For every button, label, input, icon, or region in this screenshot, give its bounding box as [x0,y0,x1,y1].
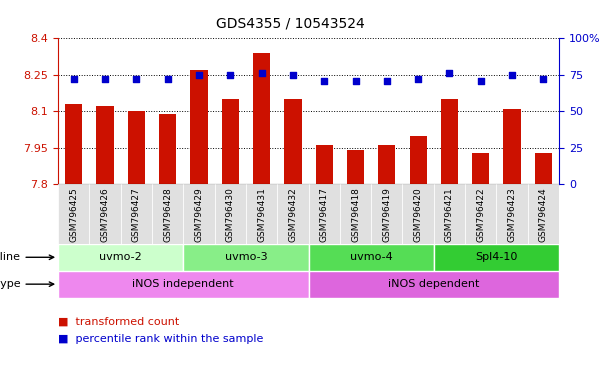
Bar [409,136,426,184]
Point [507,72,517,78]
Text: GSM796420: GSM796420 [414,187,423,242]
Text: GSM796427: GSM796427 [132,187,141,242]
Bar [316,146,333,184]
Bar [128,111,145,184]
Point [413,76,423,82]
Bar [159,114,176,184]
Text: GSM796422: GSM796422 [477,187,485,242]
Point [351,78,360,84]
Bar [253,53,270,184]
Bar [347,150,364,184]
Text: ■  transformed count: ■ transformed count [58,316,179,326]
Bar [309,271,559,298]
Bar [528,184,559,244]
Bar [65,104,82,184]
Text: uvmo-2: uvmo-2 [100,252,142,262]
Text: GSM796421: GSM796421 [445,187,454,242]
Point [194,72,204,78]
Bar [214,184,246,244]
Bar [378,146,395,184]
Text: GSM796431: GSM796431 [257,187,266,242]
Point [100,76,110,82]
Bar [58,271,309,298]
Point [163,76,172,82]
Point [288,72,298,78]
Point [476,78,486,84]
Text: cell type: cell type [0,279,54,289]
Text: GSM796432: GSM796432 [288,187,298,242]
Bar [183,244,309,271]
Text: ■  percentile rank within the sample: ■ percentile rank within the sample [58,334,263,344]
Bar [371,184,403,244]
Text: GSM796425: GSM796425 [69,187,78,242]
Text: GSM796428: GSM796428 [163,187,172,242]
Bar [222,99,239,184]
Text: GSM796429: GSM796429 [194,187,203,242]
Point [445,70,455,76]
Bar [89,184,121,244]
Point [69,76,79,82]
Point [538,76,548,82]
Bar [441,99,458,184]
Bar [434,184,465,244]
Text: GSM796419: GSM796419 [382,187,391,242]
Bar [535,153,552,184]
Bar [496,184,528,244]
Text: GSM796426: GSM796426 [101,187,109,242]
Bar [472,153,489,184]
Point [382,78,392,84]
Text: GSM796418: GSM796418 [351,187,360,242]
Text: uvmo-3: uvmo-3 [225,252,267,262]
Text: GDS4355 / 10543524: GDS4355 / 10543524 [216,17,365,31]
Bar [246,184,277,244]
Text: GSM796430: GSM796430 [226,187,235,242]
Bar [121,184,152,244]
Bar [58,244,183,271]
Point [257,70,266,76]
Bar [403,184,434,244]
Bar [309,184,340,244]
Bar [340,184,371,244]
Point [225,72,235,78]
Point [320,78,329,84]
Bar [434,244,559,271]
Bar [58,184,89,244]
Text: iNOS independent: iNOS independent [133,279,234,289]
Bar [309,244,434,271]
Bar [503,109,521,184]
Bar [284,99,301,184]
Text: GSM796424: GSM796424 [539,187,548,242]
Bar [152,184,183,244]
Text: GSM796423: GSM796423 [508,187,516,242]
Text: iNOS dependent: iNOS dependent [388,279,480,289]
Bar [97,106,114,184]
Bar [183,184,214,244]
Bar [191,70,208,184]
Bar [277,184,309,244]
Text: GSM796417: GSM796417 [320,187,329,242]
Point [131,76,141,82]
Text: Spl4-10: Spl4-10 [475,252,518,262]
Bar [465,184,497,244]
Text: cell line: cell line [0,252,54,262]
Text: uvmo-4: uvmo-4 [350,252,392,262]
